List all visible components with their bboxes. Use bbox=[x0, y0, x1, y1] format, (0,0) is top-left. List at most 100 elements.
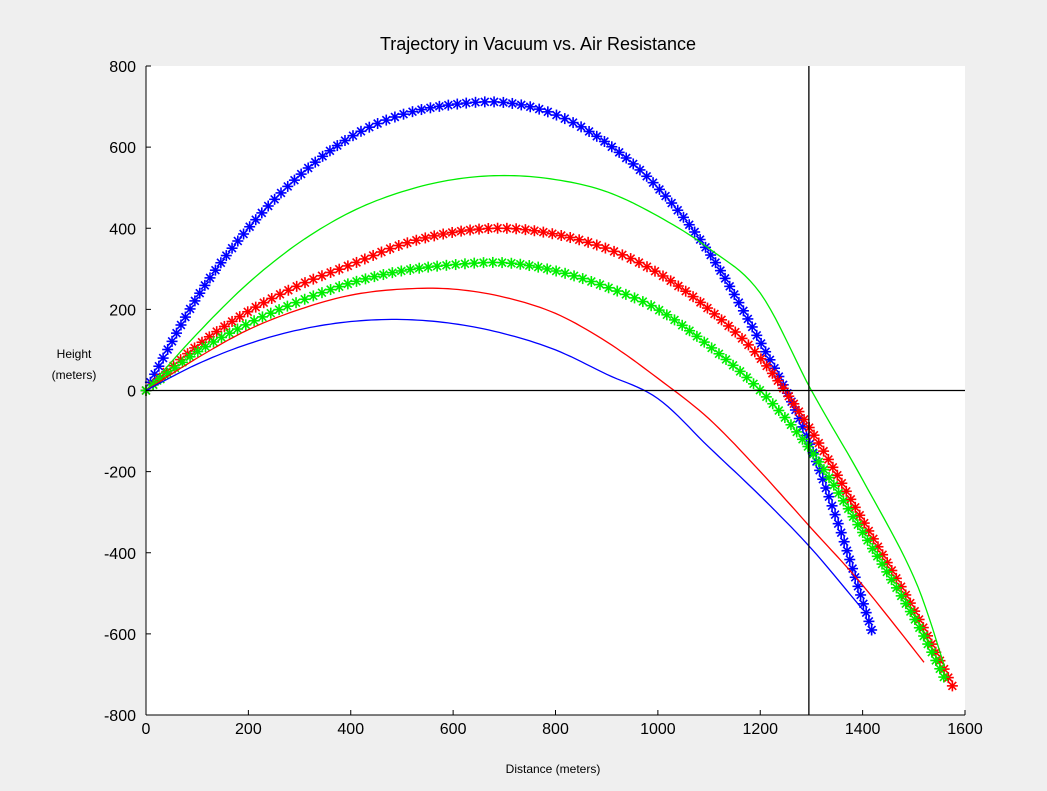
y-tick-label: -600 bbox=[104, 627, 136, 644]
series-3-marker-18 bbox=[281, 300, 293, 312]
series-6-blue-solid-line bbox=[145, 318, 864, 610]
series-1-marker-85 bbox=[719, 272, 731, 284]
series-3-marker-98 bbox=[881, 566, 893, 578]
series-2-marker-34 bbox=[410, 234, 422, 246]
series-1-marker-60 bbox=[559, 113, 571, 125]
series-2-marker-54 bbox=[591, 239, 603, 251]
series-1-marker-76 bbox=[672, 204, 684, 216]
series-2-marker-117 bbox=[946, 680, 958, 692]
series-2-marker-40 bbox=[464, 224, 476, 236]
series-3-marker-44 bbox=[514, 258, 526, 270]
series-1-marker-45 bbox=[424, 102, 436, 114]
series-1-marker-58 bbox=[542, 106, 554, 118]
x-tick-label: 200 bbox=[235, 721, 262, 738]
series-3-marker-72 bbox=[741, 371, 753, 383]
series-3-marker-65 bbox=[691, 330, 703, 342]
series-2-marker-86 bbox=[808, 429, 820, 441]
series-1-marker-78 bbox=[683, 219, 695, 231]
series-1-marker-71 bbox=[641, 170, 653, 182]
series-1-marker-42 bbox=[398, 108, 410, 120]
series-1-marker-9 bbox=[179, 311, 191, 323]
series-2-marker-91 bbox=[831, 469, 843, 481]
series-3-marker-32 bbox=[404, 263, 416, 275]
series-3-marker-19 bbox=[290, 297, 302, 309]
series-3-marker-87 bbox=[828, 479, 840, 491]
y-tick-label: -200 bbox=[104, 465, 136, 482]
series-2-marker-17 bbox=[266, 292, 278, 304]
series-2-marker-64 bbox=[672, 280, 684, 292]
series-3-marker-111 bbox=[938, 671, 950, 683]
series-2-marker-81 bbox=[783, 390, 795, 402]
series-1-marker-11 bbox=[189, 295, 201, 307]
series-3-marker-100 bbox=[890, 582, 902, 594]
series-1-marker-116 bbox=[838, 536, 850, 548]
x-axis-label: Distance (meters) bbox=[506, 762, 601, 776]
series-3-marker-26 bbox=[351, 275, 363, 287]
series-1-marker-37 bbox=[355, 125, 367, 137]
series-2-marker-25 bbox=[333, 263, 345, 275]
series-3-marker-99 bbox=[886, 574, 898, 586]
series-3-marker-107 bbox=[922, 638, 934, 650]
series-2-marker-67 bbox=[694, 296, 706, 308]
series-1-marker-12 bbox=[194, 287, 206, 299]
series-1-marker-4 bbox=[157, 352, 169, 364]
series-1-marker-3 bbox=[153, 360, 165, 372]
series-3-marker-94 bbox=[862, 534, 874, 546]
series-3-marker-9 bbox=[208, 336, 220, 348]
series-2-marker-88 bbox=[818, 445, 830, 457]
series-2-marker-59 bbox=[633, 257, 645, 269]
series-2-marker-50 bbox=[555, 230, 567, 242]
series-1-marker-70 bbox=[634, 164, 646, 176]
series-2-marker-19 bbox=[282, 284, 294, 296]
series-1-marker-123 bbox=[857, 598, 869, 610]
series-3-marker-69 bbox=[720, 353, 732, 365]
series-3-marker-63 bbox=[676, 319, 688, 331]
x-tick-label: 1200 bbox=[742, 721, 778, 738]
series-1-marker-10 bbox=[184, 303, 196, 315]
series-1-marker-19 bbox=[232, 235, 244, 247]
series-3-marker-90 bbox=[842, 503, 854, 515]
series-3-marker-6 bbox=[184, 351, 196, 363]
series-1-marker-15 bbox=[209, 264, 221, 276]
series-3-marker-96 bbox=[871, 550, 883, 562]
series-2-marker-24 bbox=[325, 266, 337, 278]
series-3-marker-12 bbox=[231, 323, 243, 335]
series-2-marker-27 bbox=[351, 256, 363, 268]
series-2-marker-66 bbox=[687, 291, 699, 303]
series-3-marker-37 bbox=[450, 259, 462, 271]
series-1-marker-88 bbox=[733, 297, 745, 309]
series-2-marker-96 bbox=[854, 509, 866, 521]
series-1-marker-125 bbox=[863, 615, 875, 627]
series-2-marker-31 bbox=[384, 243, 396, 255]
series-1-marker-62 bbox=[575, 121, 587, 133]
series-2-marker-60 bbox=[641, 261, 653, 273]
series-1-marker-31 bbox=[309, 156, 321, 168]
series-3-marker-50 bbox=[568, 270, 580, 282]
series-2-marker-13 bbox=[234, 311, 246, 323]
series-3-marker-88 bbox=[833, 487, 845, 499]
series-3-marker-102 bbox=[900, 598, 912, 610]
series-3-marker-7 bbox=[192, 346, 204, 358]
series-3-marker-53 bbox=[594, 279, 606, 291]
series-3-marker-52 bbox=[585, 275, 597, 287]
series-1-marker-17 bbox=[220, 250, 232, 262]
series-3-marker-85 bbox=[818, 464, 830, 476]
series-1-marker-14 bbox=[204, 272, 216, 284]
series-1-marker-63 bbox=[583, 125, 595, 137]
series-2-marker-77 bbox=[761, 360, 773, 372]
series-3-marker-16 bbox=[265, 307, 277, 319]
series-1-marker-61 bbox=[567, 117, 579, 129]
series-1-marker-18 bbox=[226, 242, 238, 254]
series-1-marker-66 bbox=[606, 141, 618, 153]
y-tick-label: 800 bbox=[109, 59, 136, 76]
series-2-marker-42 bbox=[482, 222, 494, 234]
series-2-marker-74 bbox=[742, 339, 754, 351]
series-2-marker-15 bbox=[250, 301, 262, 313]
series-3-marker-39 bbox=[468, 257, 480, 269]
series-1-marker-74 bbox=[660, 190, 672, 202]
series-1-marker-22 bbox=[250, 214, 262, 226]
series-1-marker-34 bbox=[331, 140, 343, 152]
series-3-marker-23 bbox=[325, 284, 337, 296]
series-1-marker-111 bbox=[823, 491, 835, 503]
